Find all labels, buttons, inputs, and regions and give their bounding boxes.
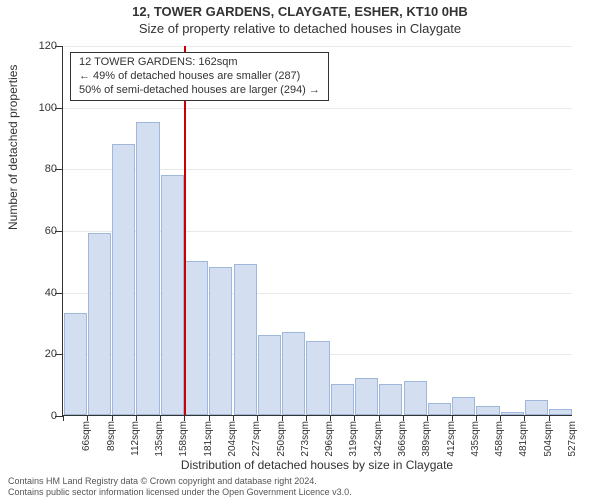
title-line-1: 12, TOWER GARDENS, CLAYGATE, ESHER, KT10… (0, 0, 600, 19)
x-tick (233, 415, 234, 421)
bar (501, 412, 524, 415)
x-tick (257, 415, 258, 421)
x-tick (403, 415, 404, 421)
x-tick-label: 458sqm (494, 421, 505, 457)
marker-line (184, 46, 186, 415)
bar (306, 341, 329, 415)
x-tick-label: 319sqm (348, 421, 359, 457)
x-tick (136, 415, 137, 421)
bar (379, 384, 402, 415)
x-tick-label: 412sqm (446, 421, 457, 457)
x-tick (354, 415, 355, 421)
x-tick-label: 89sqm (106, 421, 117, 451)
x-tick (452, 415, 453, 421)
x-tick-label: 158sqm (178, 421, 189, 457)
x-tick-label: 250sqm (276, 421, 287, 457)
bar (282, 332, 305, 415)
bar (209, 267, 232, 415)
bar (64, 313, 87, 415)
info-box: 12 TOWER GARDENS: 162sqm ← 49% of detach… (70, 52, 329, 101)
x-tick-label: 66sqm (81, 421, 92, 451)
x-tick (87, 415, 88, 421)
x-tick (282, 415, 283, 421)
y-tick-label: 80 (27, 163, 57, 175)
x-tick-label: 112sqm (130, 421, 141, 456)
bar (88, 233, 111, 415)
x-tick-label: 389sqm (421, 421, 432, 457)
bar (161, 175, 184, 416)
x-tick-label: 273sqm (300, 421, 311, 457)
y-tick-label: 20 (27, 348, 57, 360)
x-tick (330, 415, 331, 421)
x-tick-label: 504sqm (543, 421, 554, 457)
x-tick (476, 415, 477, 421)
x-tick-label: 527sqm (567, 421, 578, 457)
x-axis-label: Distribution of detached houses by size … (62, 458, 572, 472)
bar (331, 384, 354, 415)
x-tick (306, 415, 307, 421)
x-tick-label: 435sqm (470, 421, 481, 457)
x-tick-label: 227sqm (251, 421, 262, 457)
plot-area: 02040608010012066sqm89sqm112sqm135sqm158… (62, 46, 572, 416)
x-tick-label: 204sqm (227, 421, 238, 457)
bar (112, 144, 135, 415)
x-tick (63, 415, 64, 421)
x-tick-label: 342sqm (373, 421, 384, 457)
x-tick (549, 415, 550, 421)
title-line-2: Size of property relative to detached ho… (0, 19, 600, 36)
bar (525, 400, 548, 415)
bar (476, 406, 499, 415)
x-tick (524, 415, 525, 421)
gridline (63, 108, 572, 109)
x-tick-label: 366sqm (397, 421, 408, 457)
x-tick (427, 415, 428, 421)
bar (428, 403, 451, 415)
x-tick-label: 181sqm (203, 421, 214, 457)
y-axis-label: Number of detached properties (6, 65, 20, 230)
x-tick (184, 415, 185, 421)
x-tick (112, 415, 113, 421)
x-tick (379, 415, 380, 421)
info-line-3: 50% of semi-detached houses are larger (… (79, 84, 320, 98)
bar (136, 122, 159, 415)
x-tick-label: 135sqm (154, 421, 165, 457)
x-tick (160, 415, 161, 421)
footer-line-1: Contains HM Land Registry data © Crown c… (8, 476, 352, 487)
bar (355, 378, 378, 415)
y-tick-label: 0 (27, 410, 57, 422)
bar (258, 335, 281, 415)
footer: Contains HM Land Registry data © Crown c… (8, 476, 352, 498)
bar (452, 397, 475, 416)
bar (549, 409, 572, 415)
bar (404, 381, 427, 415)
info-line-1: 12 TOWER GARDENS: 162sqm (79, 56, 320, 70)
info-line-2: ← 49% of detached houses are smaller (28… (79, 70, 320, 84)
chart-container: 12, TOWER GARDENS, CLAYGATE, ESHER, KT10… (0, 0, 600, 500)
x-tick-label: 296sqm (324, 421, 335, 457)
y-tick-label: 60 (27, 225, 57, 237)
y-tick-label: 120 (27, 40, 57, 52)
bar (185, 261, 208, 415)
x-tick-label: 481sqm (518, 421, 529, 457)
y-tick-label: 40 (27, 287, 57, 299)
gridline (63, 46, 572, 47)
bar (234, 264, 257, 415)
x-tick (500, 415, 501, 421)
x-tick (209, 415, 210, 421)
footer-line-2: Contains public sector information licen… (8, 487, 352, 498)
y-tick-label: 100 (27, 102, 57, 114)
